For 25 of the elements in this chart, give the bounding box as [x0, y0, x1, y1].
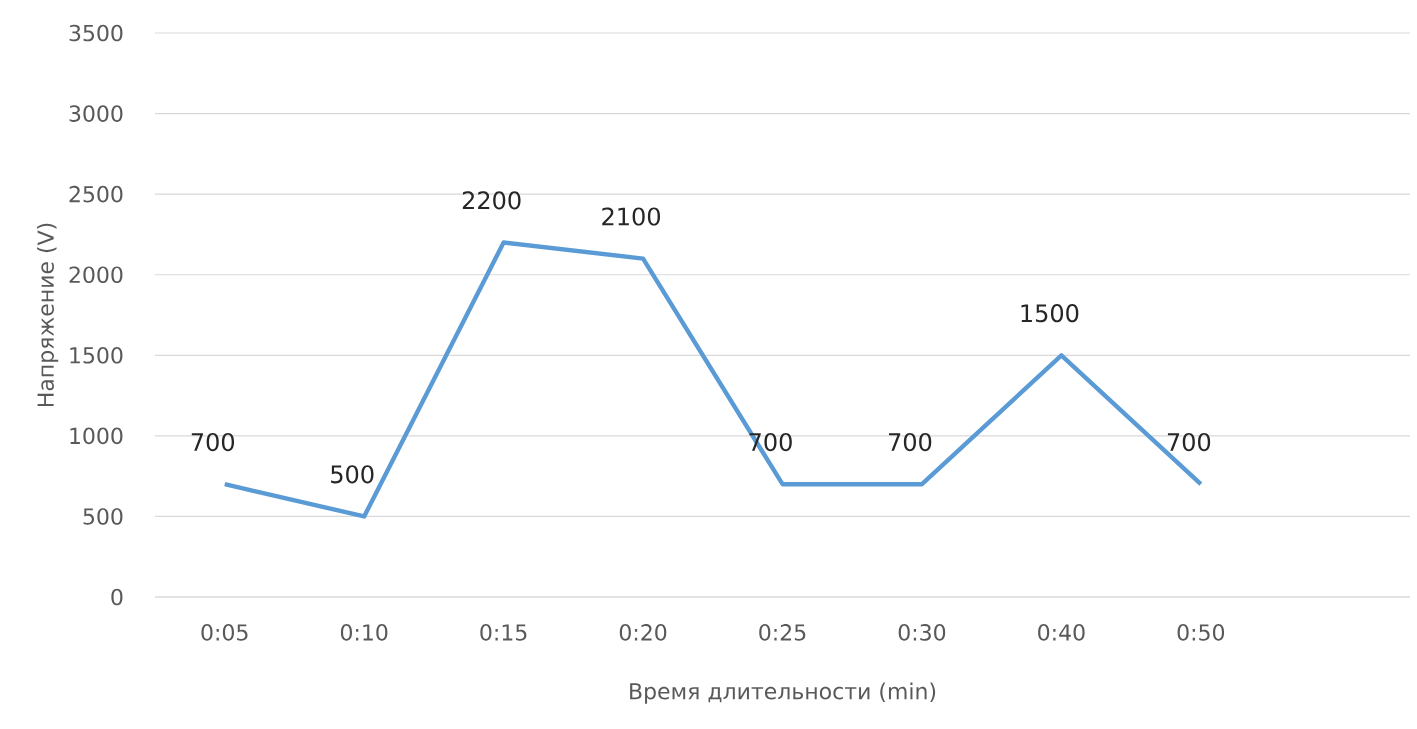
- data-label: 2100: [602, 207, 660, 226]
- x-axis-title: Время длительности (min): [630, 682, 936, 704]
- x-tick-label: 0:10: [340, 624, 388, 641]
- y-tick-label: 1000: [70, 427, 123, 445]
- x-tick-label: 0:30: [898, 624, 946, 641]
- x-tick-label: 0:05: [201, 624, 248, 641]
- data-label: 700: [191, 432, 235, 452]
- y-tick-label: 3000: [69, 105, 123, 122]
- y-tick-label: 2500: [69, 185, 123, 203]
- data-label: 700: [1167, 432, 1211, 452]
- data-label: 1500: [1021, 304, 1079, 323]
- x-tick-label: 0:50: [1177, 624, 1225, 641]
- data-label: 700: [889, 432, 932, 452]
- y-tick-label: 2000: [69, 266, 123, 284]
- y-tick-label: 500: [83, 508, 123, 525]
- x-tick-label: 0:20: [619, 624, 667, 641]
- y-axis-title: Напряжение (V): [36, 223, 59, 407]
- y-tick-label: 1500: [70, 346, 123, 364]
- data-label: 500: [331, 465, 374, 484]
- x-tick-label: 0:40: [1038, 624, 1085, 641]
- y-tick-label: 0: [111, 588, 123, 606]
- x-tick-label: 0:15: [480, 624, 527, 641]
- x-tick-label: 0:25: [759, 624, 806, 641]
- data-label: 2200: [462, 191, 521, 210]
- y-tick-label: 3500: [69, 24, 123, 42]
